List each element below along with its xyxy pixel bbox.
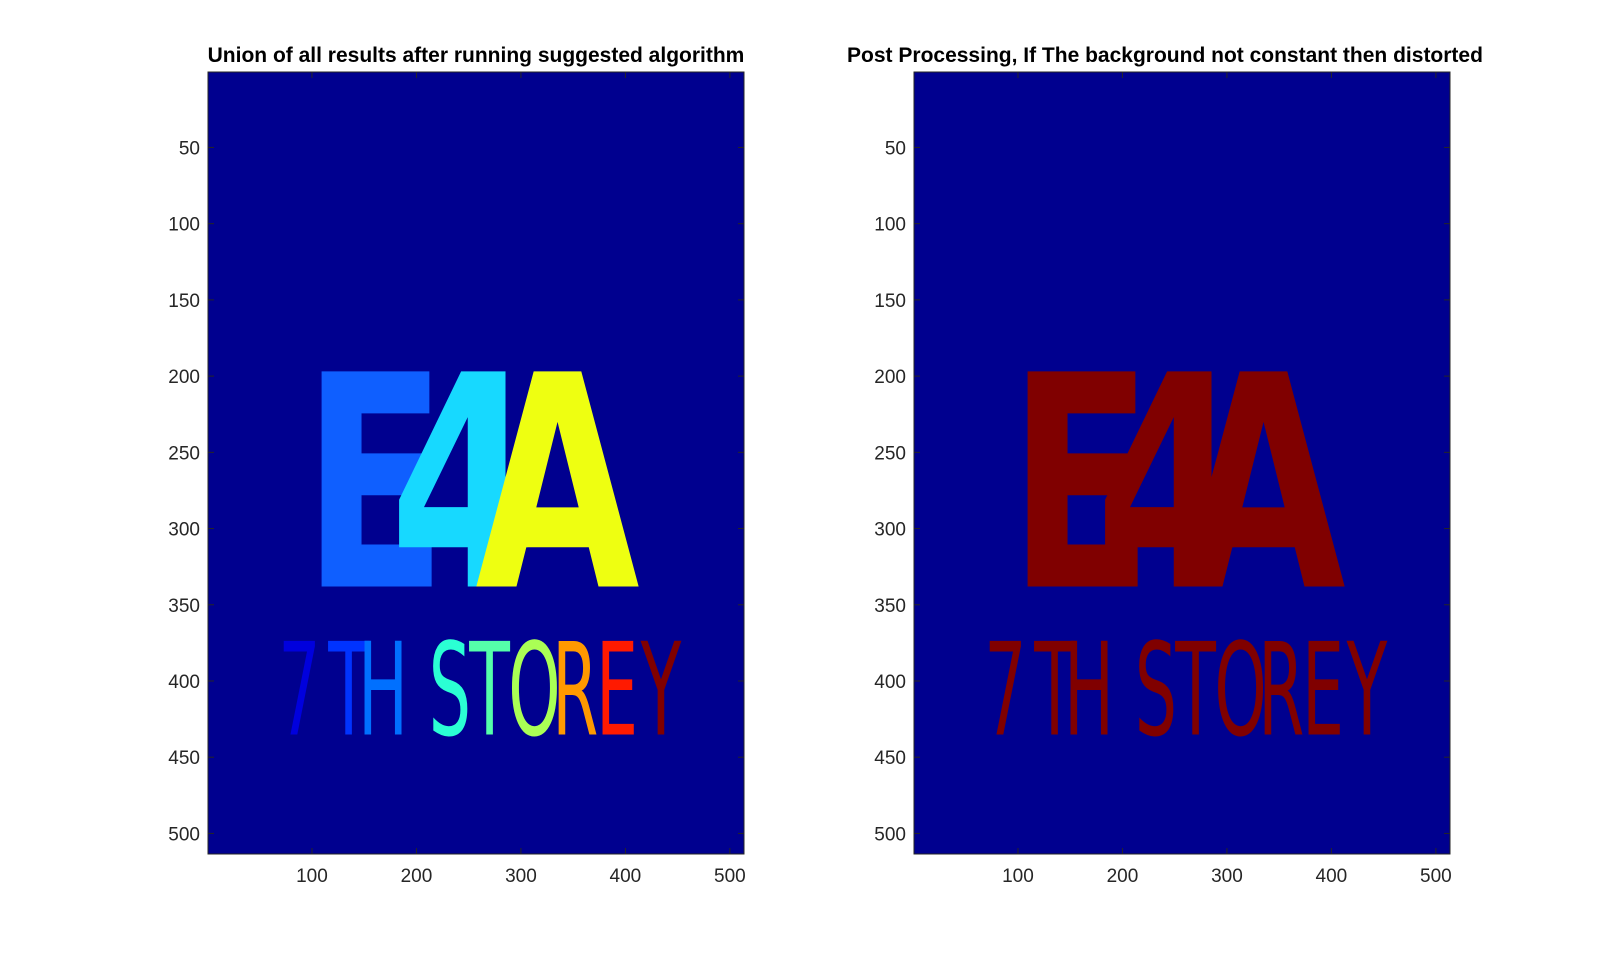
- x-tick-label: 500: [714, 866, 746, 887]
- small-letter: H: [1064, 616, 1114, 765]
- image-background: [914, 72, 1450, 854]
- small-letter: 7: [984, 616, 1026, 765]
- small-letter: Y: [640, 616, 682, 765]
- x-tick-label: 400: [610, 866, 642, 887]
- y-tick-label: 350: [874, 596, 906, 617]
- big-letter: A: [475, 312, 641, 656]
- y-tick-label: 300: [168, 520, 200, 541]
- small-letter: 7: [278, 616, 320, 765]
- small-letter: S: [429, 616, 471, 765]
- y-tick-label: 200: [168, 367, 200, 388]
- y-tick-label: 250: [168, 443, 200, 464]
- small-letter: Y: [1346, 616, 1388, 765]
- x-tick-label: 300: [1211, 866, 1243, 887]
- big-letter: E: [302, 312, 447, 656]
- y-tick-label: 450: [874, 748, 906, 769]
- big-letter: E: [1008, 312, 1153, 656]
- panel-right: Post Processing, If The background not c…: [847, 44, 1483, 887]
- panel-left: Union of all results after running sugge…: [168, 44, 745, 887]
- panel-title: Union of all results after running sugge…: [208, 44, 745, 67]
- x-tick-label: 400: [1316, 866, 1348, 887]
- y-tick-label: 400: [874, 672, 906, 693]
- axes-box: [913, 71, 1451, 855]
- small-letter: O: [1214, 616, 1266, 765]
- big-letter: 4: [390, 312, 538, 656]
- y-tick-label: 450: [168, 748, 200, 769]
- small-letter: R: [1258, 616, 1304, 765]
- y-tick-label: 250: [874, 443, 906, 464]
- small-letter: T: [328, 616, 370, 765]
- panel-title: Post Processing, If The background not c…: [847, 44, 1483, 67]
- x-tick-label: 100: [296, 866, 328, 887]
- small-letter: S: [1135, 616, 1177, 765]
- small-letter: O: [508, 616, 560, 765]
- big-letter: A: [1181, 312, 1347, 656]
- y-tick-label: 100: [874, 215, 906, 236]
- small-letter: H: [358, 616, 408, 765]
- y-tick-label: 200: [874, 367, 906, 388]
- x-tick-label: 200: [401, 866, 433, 887]
- small-letter: T: [469, 616, 511, 765]
- y-tick-label: 350: [168, 596, 200, 617]
- axes-box: [207, 71, 745, 855]
- y-tick-label: 150: [168, 291, 200, 312]
- y-tick-label: 150: [874, 291, 906, 312]
- y-tick-label: 300: [874, 520, 906, 541]
- small-letter: E: [1302, 616, 1344, 765]
- small-letter: R: [552, 616, 598, 765]
- small-letter: T: [1034, 616, 1076, 765]
- small-letter: T: [1175, 616, 1217, 765]
- x-tick-label: 100: [1002, 866, 1034, 887]
- y-tick-label: 500: [874, 824, 906, 845]
- y-tick-label: 400: [168, 672, 200, 693]
- x-tick-label: 300: [505, 866, 537, 887]
- small-letter: E: [596, 616, 638, 765]
- x-tick-label: 200: [1107, 866, 1139, 887]
- big-letter: 4: [1096, 312, 1244, 656]
- y-tick-label: 50: [179, 138, 200, 159]
- y-tick-label: 100: [168, 215, 200, 236]
- x-tick-label: 500: [1420, 866, 1452, 887]
- y-tick-label: 50: [885, 138, 906, 159]
- y-tick-label: 500: [168, 824, 200, 845]
- image-background: [208, 72, 744, 854]
